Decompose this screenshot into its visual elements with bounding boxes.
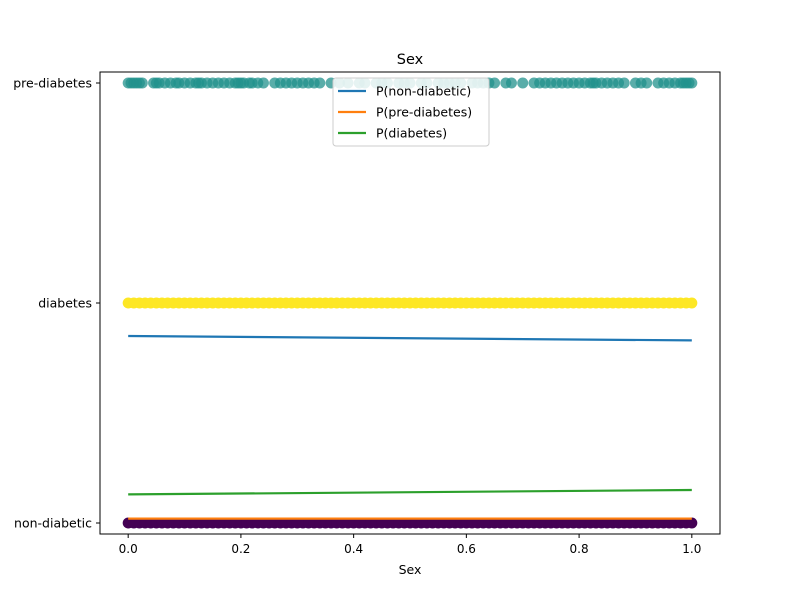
x-tick-label: 0.4 [344,542,363,556]
scatter-group-diabetes [122,297,698,309]
series-line-0 [128,334,692,342]
scatter-point [686,297,698,309]
scatter-point [618,77,630,89]
x-tick-label: 0.0 [119,542,138,556]
scatter-point [257,77,269,89]
plot-area [122,77,698,529]
y-tick-label: pre-diabetes [13,76,92,91]
series-line-2 [128,488,692,496]
x-tick-label: 0.6 [457,542,476,556]
scatter-point [686,77,698,89]
legend-box [332,77,490,147]
legend-label: P(diabetes) [376,126,447,141]
y-tick-label: non-diabetic [14,516,92,531]
scatter-point [314,77,326,89]
scatter-point [505,77,517,89]
scatter-point [686,517,698,529]
scatter-point [489,77,501,89]
scatter-point [641,77,653,89]
x-tick-label: 0.2 [231,542,250,556]
legend: P(non-diabetic) P(pre-diabetes) P(diabetes… [332,77,490,147]
y-tick-label: diabetes [38,296,92,311]
x-tick-label: 1.0 [682,542,701,556]
x-axis-label: Sex [399,562,422,577]
chart-title: Sex [397,52,424,68]
scatter-point [517,77,529,89]
axes: 0.0 0.2 0.4 0.6 0.8 1.0 non-diabetic diabetes pr… [13,71,721,556]
scatter-point [136,77,148,89]
legend-label: P(non-diabetic) [376,84,471,99]
x-tick-label: 0.8 [570,542,589,556]
scatter-group-non-diabetic [122,517,698,529]
legend-label: P(pre-diabetes) [376,105,472,120]
